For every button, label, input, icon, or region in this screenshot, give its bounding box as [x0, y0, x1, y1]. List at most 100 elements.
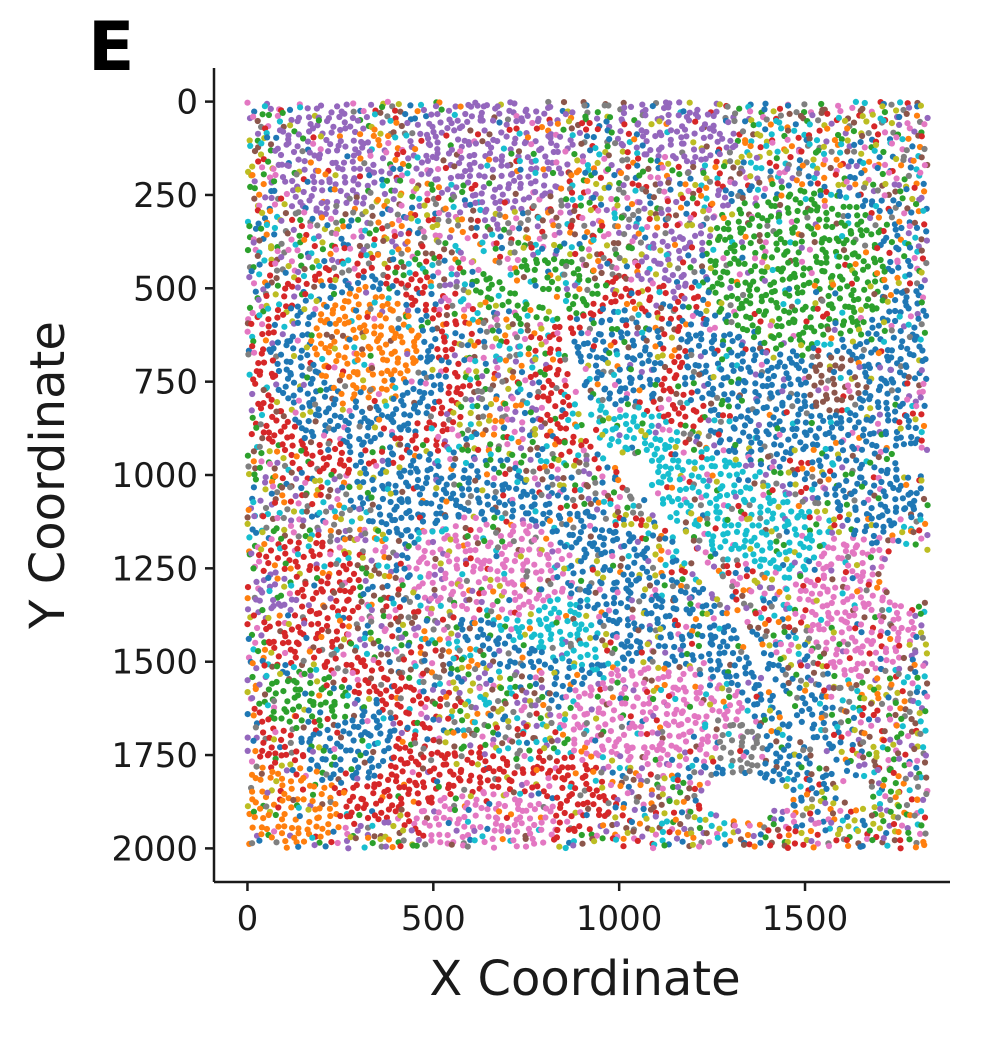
scatter-point: [813, 508, 821, 515]
scatter-point: [417, 130, 424, 137]
scatter-point: [844, 125, 851, 132]
scatter-point: [786, 457, 794, 464]
scatter-point: [285, 132, 292, 139]
scatter-point: [621, 104, 628, 111]
scatter-point: [281, 499, 288, 506]
scatter-point: [400, 263, 407, 270]
scatter-point: [808, 419, 815, 427]
scatter-point: [671, 241, 679, 248]
scatter-point: [714, 394, 721, 401]
scatter-point: [260, 171, 267, 178]
scatter-point: [551, 241, 558, 249]
scatter-point: [262, 474, 269, 481]
scatter-point: [427, 451, 434, 458]
scatter-point: [367, 305, 374, 312]
scatter-point: [673, 372, 680, 379]
scatter-point: [655, 153, 662, 160]
scatter-point: [428, 343, 435, 350]
scatter-point: [384, 223, 391, 230]
scatter-point: [785, 102, 792, 109]
scatter-point: [460, 182, 467, 189]
scatter-point: [895, 246, 902, 253]
scatter-point: [599, 479, 606, 486]
scatter-point: [860, 499, 868, 506]
scatter-point: [499, 378, 506, 385]
scatter-point: [735, 502, 742, 510]
scatter-point: [548, 474, 555, 481]
scatter-point: [654, 224, 661, 231]
scatter-point: [500, 145, 507, 152]
scatter-point: [309, 215, 316, 222]
scatter-point: [318, 214, 325, 221]
scatter-point: [451, 163, 458, 170]
scatter-point: [511, 140, 518, 147]
scatter-point: [583, 461, 590, 468]
scatter-point: [297, 216, 304, 224]
scatter-point: [568, 189, 576, 196]
scatter-point: [624, 353, 631, 361]
scatter-point: [762, 185, 769, 192]
scatter-point: [462, 168, 469, 175]
scatter-point: [297, 104, 304, 111]
scatter-point: [499, 486, 506, 493]
scatter-point: [478, 190, 485, 197]
scatter-point: [395, 325, 402, 332]
scatter-point: [853, 162, 860, 170]
scatter-point: [443, 498, 450, 505]
scatter-point: [876, 154, 883, 161]
scatter-point: [878, 478, 885, 486]
scatter-point: [675, 410, 682, 417]
scatter-point: [642, 188, 650, 195]
scatter-point: [819, 297, 826, 304]
scatter-point: [471, 342, 478, 349]
scatter-point: [774, 304, 781, 311]
scatter-point: [639, 420, 646, 427]
scatter-point: [850, 119, 858, 126]
scatter-point: [598, 319, 605, 326]
scatter-point: [301, 209, 308, 216]
scatter-point: [380, 237, 387, 244]
scatter-point: [777, 112, 785, 119]
scatter-point: [658, 454, 666, 461]
scatter-point: [379, 119, 386, 126]
scatter-point: [885, 417, 892, 424]
scatter-point: [727, 284, 734, 291]
scatter-point: [911, 128, 918, 135]
scatter-point: [917, 485, 924, 492]
scatter-point: [773, 345, 780, 352]
scatter-point: [747, 300, 754, 307]
scatter-point: [712, 164, 719, 171]
scatter-point: [921, 329, 929, 336]
scatter-point: [875, 495, 882, 502]
scatter-point: [687, 431, 694, 438]
scatter-point: [587, 147, 594, 154]
scatter-point: [352, 128, 359, 136]
scatter-point: [875, 387, 883, 394]
scatter-point: [376, 312, 383, 319]
scatter-point: [825, 326, 832, 333]
scatter-point: [728, 505, 736, 512]
scatter-point: [577, 486, 584, 493]
scatter-point: [571, 338, 578, 345]
scatter-point: [259, 435, 266, 442]
scatter-point: [317, 387, 324, 394]
scatter-point: [612, 140, 619, 147]
scatter-point: [398, 250, 405, 257]
scatter-point: [309, 452, 316, 459]
scatter-point: [448, 181, 455, 188]
scatter-point: [680, 430, 687, 437]
scatter-point: [671, 236, 678, 243]
scatter-point: [843, 501, 851, 508]
scatter-point: [443, 312, 450, 319]
scatter-point: [700, 402, 707, 409]
scatter-point: [757, 461, 765, 468]
scatter-point: [451, 111, 458, 118]
scatter-point: [814, 353, 821, 360]
scatter-point: [448, 227, 455, 234]
scatter-point: [348, 217, 355, 224]
scatter-point: [806, 141, 813, 148]
scatter-point: [746, 221, 753, 228]
scatter-point: [553, 293, 561, 300]
scatter-point: [493, 316, 500, 323]
scatter-point: [794, 391, 801, 398]
